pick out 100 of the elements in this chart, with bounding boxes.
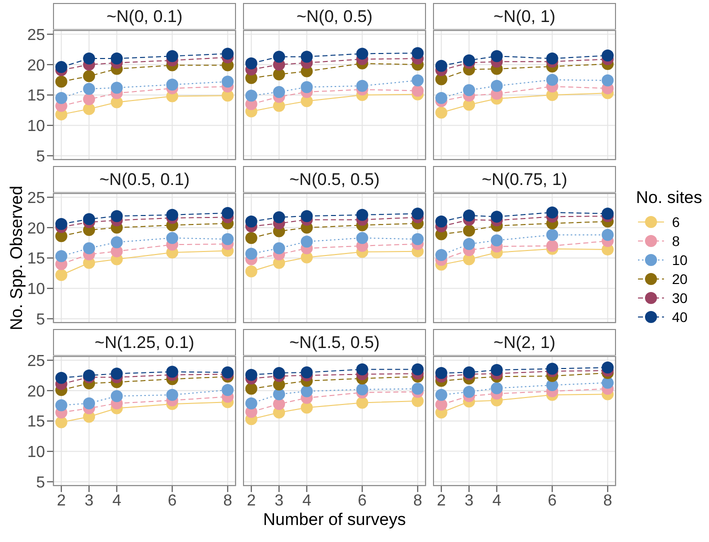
point bbox=[490, 210, 503, 223]
point bbox=[435, 60, 448, 72]
point bbox=[463, 84, 476, 96]
point bbox=[356, 80, 368, 92]
legend-label: 40 bbox=[672, 308, 688, 324]
point bbox=[166, 366, 178, 378]
point bbox=[356, 396, 368, 409]
point bbox=[55, 76, 68, 88]
point bbox=[110, 210, 123, 222]
y-tick-label: 5 bbox=[36, 474, 46, 492]
point bbox=[490, 234, 503, 246]
point bbox=[546, 228, 558, 241]
point bbox=[490, 50, 503, 62]
point bbox=[300, 50, 313, 63]
point bbox=[273, 68, 286, 80]
chart-title: ~N(0.5, 0.5) bbox=[243, 166, 426, 193]
point bbox=[55, 250, 68, 262]
point bbox=[83, 82, 96, 95]
point bbox=[245, 216, 258, 228]
chart-title: ~N(0.75, 1) bbox=[433, 166, 616, 193]
x-tick-label: 8 bbox=[223, 492, 232, 510]
x-tick-label: 4 bbox=[302, 492, 312, 510]
point bbox=[412, 363, 424, 376]
y-tick-label: 10 bbox=[27, 118, 46, 136]
legend-label: 10 bbox=[672, 252, 688, 268]
x-axis-title: Number of surveys bbox=[262, 510, 407, 530]
chart-title: ~N(0.5, 0.1) bbox=[53, 166, 236, 193]
point bbox=[356, 232, 368, 244]
x-tick-label: 8 bbox=[603, 492, 612, 510]
point bbox=[602, 208, 614, 220]
point bbox=[245, 397, 258, 410]
point bbox=[245, 232, 258, 244]
y-tick-label: 15 bbox=[27, 414, 46, 431]
x-tick-label: 4 bbox=[112, 492, 122, 510]
point bbox=[602, 362, 614, 374]
point bbox=[300, 81, 313, 94]
y-tick-label: 25 bbox=[27, 190, 46, 207]
point bbox=[83, 213, 96, 226]
x-tick-label: 8 bbox=[413, 492, 422, 510]
point bbox=[412, 208, 424, 220]
point bbox=[356, 383, 368, 396]
point bbox=[546, 240, 558, 252]
point bbox=[166, 50, 178, 62]
chart-title: ~N(0, 1) bbox=[433, 3, 616, 30]
point bbox=[435, 106, 448, 119]
point bbox=[463, 238, 476, 250]
legend-label: 8 bbox=[672, 232, 680, 248]
point bbox=[55, 399, 68, 412]
point bbox=[602, 50, 614, 62]
point bbox=[463, 386, 476, 398]
point bbox=[412, 74, 424, 86]
point bbox=[273, 50, 286, 63]
point bbox=[490, 80, 503, 92]
y-tick-label: 10 bbox=[27, 444, 46, 462]
point bbox=[166, 232, 178, 244]
point bbox=[356, 48, 368, 60]
point bbox=[222, 384, 234, 396]
x-tick-label: 3 bbox=[464, 492, 474, 510]
point bbox=[273, 388, 286, 400]
y-tick-label: 15 bbox=[27, 250, 46, 268]
point bbox=[435, 367, 448, 380]
legend-label: 30 bbox=[672, 290, 688, 306]
point bbox=[166, 78, 178, 91]
point bbox=[55, 61, 68, 74]
y-axis-title: No. Spp. Observed bbox=[7, 184, 27, 332]
point bbox=[166, 208, 178, 221]
point bbox=[412, 47, 424, 60]
point bbox=[245, 368, 258, 381]
point bbox=[435, 92, 448, 104]
x-tick-label: 3 bbox=[274, 492, 284, 510]
x-tick-label: 3 bbox=[84, 492, 94, 510]
point bbox=[55, 372, 68, 384]
point bbox=[222, 207, 234, 220]
point bbox=[245, 90, 258, 102]
point bbox=[110, 82, 123, 94]
x-tick-label: 6 bbox=[168, 492, 177, 510]
point bbox=[546, 206, 558, 218]
y-tick-label: 5 bbox=[36, 148, 46, 166]
point bbox=[463, 209, 476, 222]
point bbox=[83, 102, 96, 115]
point bbox=[110, 368, 123, 380]
point bbox=[110, 236, 123, 248]
point bbox=[463, 224, 476, 237]
point bbox=[546, 362, 558, 375]
point bbox=[490, 364, 503, 376]
chart-title: ~N(1.25, 0.1) bbox=[53, 329, 236, 356]
point bbox=[83, 93, 96, 106]
point bbox=[273, 398, 286, 410]
y-tick-label: 25 bbox=[27, 26, 46, 44]
x-tick-label: 6 bbox=[358, 492, 367, 510]
y-tick-label: 20 bbox=[27, 57, 46, 74]
point bbox=[300, 366, 313, 378]
point bbox=[435, 248, 448, 261]
y-tick-label: 20 bbox=[27, 220, 46, 238]
point bbox=[435, 388, 448, 401]
point bbox=[435, 216, 448, 228]
point bbox=[110, 390, 123, 402]
legend-title: No. sites bbox=[636, 188, 704, 208]
x-tick-label: 2 bbox=[436, 492, 446, 510]
point bbox=[273, 211, 286, 224]
